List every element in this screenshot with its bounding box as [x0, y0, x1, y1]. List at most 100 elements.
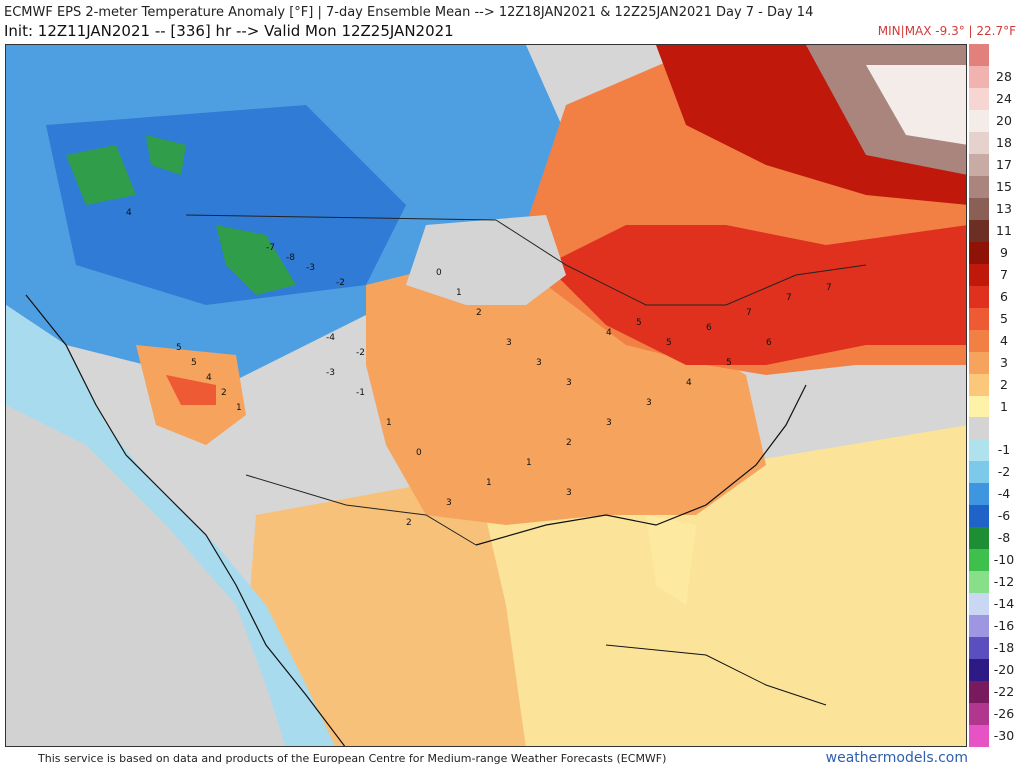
- anomaly-value-label: 5: [726, 358, 732, 368]
- anomaly-value-label: -3: [306, 263, 315, 273]
- colorbar-entry: 4: [969, 329, 1019, 352]
- anomaly-value-label: 4: [686, 378, 692, 388]
- colorbar-swatch: [969, 351, 989, 374]
- anomaly-value-label: 3: [566, 488, 572, 498]
- colorbar-entry: 17: [969, 153, 1019, 176]
- colorbar-label: 20: [996, 112, 1012, 128]
- cold-pocket-2: [216, 225, 296, 295]
- min-max-readout: MIN|MAX -9.3° | 22.7°F: [877, 24, 1016, 38]
- anomaly-value-label: -8: [286, 253, 295, 263]
- anomaly-value-label: 0: [436, 268, 442, 278]
- colorbar-entry: 11: [969, 219, 1019, 242]
- colorbar-swatch: [969, 461, 989, 484]
- anomaly-value-label: 6: [706, 323, 712, 333]
- great-lakes-hot: [546, 225, 966, 365]
- colorbar-swatch: [969, 285, 989, 308]
- colorbar-swatch: [969, 615, 989, 638]
- deep-cold-core: [46, 105, 406, 305]
- colorbar-swatch: [969, 527, 989, 550]
- colorbar-label: -12: [993, 574, 1015, 590]
- colorbar-entry: -1: [969, 439, 1019, 462]
- anomaly-value-label: 1: [456, 288, 462, 298]
- anomaly-value-label: 1: [486, 478, 492, 488]
- colorbar-entry: -2: [969, 461, 1019, 484]
- anomaly-label-layer: 4-7-8-3-255421-4-20123334556777654332113…: [126, 208, 832, 528]
- anomaly-value-label: -4: [326, 333, 335, 343]
- colorbar-swatch: [969, 725, 989, 747]
- colorbar-label: -16: [993, 618, 1015, 634]
- colorbar-label: 9: [1000, 244, 1008, 260]
- colorbar-entry: 20: [969, 109, 1019, 132]
- colorbar-label: 4: [1000, 332, 1008, 348]
- colorbar-swatch: [969, 417, 989, 440]
- anomaly-value-label: 0: [416, 448, 422, 458]
- colorbar-swatch: [969, 307, 989, 330]
- great-basin-core: [166, 375, 216, 405]
- colorbar-label: 13: [996, 200, 1012, 216]
- colorbar-entry: -30: [969, 725, 1019, 747]
- anomaly-value-label: -2: [356, 348, 365, 358]
- anomaly-value-label: 2: [566, 438, 572, 448]
- colorbar-label: -20: [993, 662, 1015, 678]
- anomaly-value-label: 1: [386, 418, 392, 428]
- colorbar-entry: -20: [969, 659, 1019, 682]
- cold-pocket-1: [66, 145, 136, 205]
- colorbar-swatch: [969, 87, 989, 110]
- colorbar-swatch: [969, 395, 989, 418]
- anomaly-value-label: 2: [221, 388, 227, 398]
- colorbar-swatch: [969, 637, 989, 660]
- colorbar-label: -1: [997, 442, 1011, 458]
- colorbar-label: 1: [1000, 398, 1008, 414]
- pacific-neutral-field: [6, 405, 286, 746]
- colorbar-label: [989, 417, 1019, 439]
- anomaly-value-label: 3: [536, 358, 542, 368]
- colorbar-swatch: [969, 241, 989, 264]
- gulf-atlantic-coastline: [475, 384, 807, 546]
- anomaly-value-label: 2: [406, 518, 412, 528]
- florida-field: [646, 515, 696, 605]
- colorbar-swatch: [969, 44, 989, 66]
- colorbar-label: -8: [997, 530, 1011, 546]
- colorbar-swatch: [969, 659, 989, 682]
- colorbar-label: 5: [1000, 310, 1008, 326]
- anomaly-value-label: 6: [766, 338, 772, 348]
- colorbar-label: [989, 44, 1019, 66]
- colorbar-swatch: [969, 197, 989, 220]
- colorbar-entry: -4: [969, 483, 1019, 506]
- data-source-note: This service is based on data and produc…: [38, 752, 667, 765]
- colorbar-swatch: [969, 175, 989, 198]
- colorbar-swatch: [969, 593, 989, 616]
- colorbar-label: 2: [1000, 376, 1008, 392]
- brand-link[interactable]: weathermodels.com: [825, 750, 968, 766]
- colorbar-entry: -16: [969, 615, 1019, 638]
- colorbar-label: 11: [996, 222, 1012, 238]
- colorbar-label: -18: [993, 640, 1015, 656]
- colorbar-entry: 6: [969, 285, 1019, 308]
- colorbar-swatch: [969, 681, 989, 704]
- colorbar-entry: [969, 417, 1019, 440]
- anomaly-value-label: 5: [666, 338, 672, 348]
- colorbar-entry: 24: [969, 87, 1019, 110]
- cold-pocket-3: [146, 135, 186, 175]
- colorbar-label: 17: [996, 156, 1012, 172]
- colorbar-label: -6: [997, 508, 1011, 524]
- colorbar-swatch: [969, 109, 989, 132]
- colorbar-legend: 28 24 20 18 17 15 13 11 9 7 6 5 4 3 2 1 -1 -2 -4 -6 -8 -10 -12…: [969, 44, 1019, 747]
- colorbar-swatch: [969, 571, 989, 594]
- colorbar-label: -4: [997, 486, 1011, 502]
- colorbar-entry: 15: [969, 175, 1019, 198]
- anomaly-value-label: 3: [566, 378, 572, 388]
- colorbar-entry: -22: [969, 681, 1019, 704]
- colorbar-label: 3: [1000, 354, 1008, 370]
- colorbar-label: 15: [996, 178, 1012, 194]
- anomaly-value-label: 4: [606, 328, 612, 338]
- colorbar-label: -26: [993, 706, 1015, 722]
- anomaly-value-label: 5: [191, 358, 197, 368]
- colorbar-label: -2: [997, 464, 1011, 480]
- labrador-peak: [866, 65, 966, 145]
- pacific-coastline: [25, 294, 346, 746]
- mexico-field: [246, 475, 526, 746]
- anomaly-value-label: 4: [206, 373, 212, 383]
- colorbar-swatch: [969, 131, 989, 154]
- colorbar-swatch: [969, 703, 989, 726]
